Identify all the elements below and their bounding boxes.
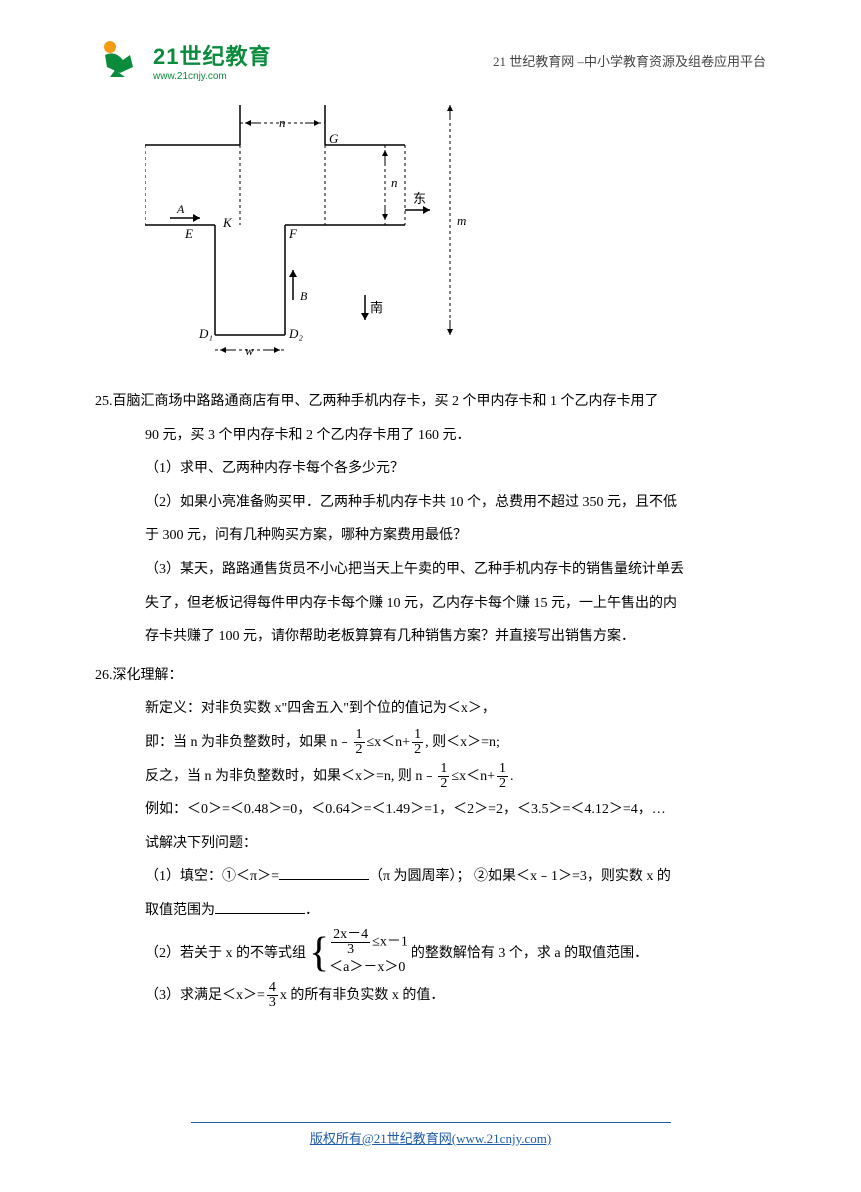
p25-intro2: 90 元，买 3 个甲内存卡和 2 个乙内存卡用了 160 元． <box>145 419 766 453</box>
label-K: K <box>222 215 233 230</box>
problem-26: 26.深化理解： 新定义：对非负实数 x"四舍五入"到个位的值记为＜x＞， 即：… <box>95 659 766 1013</box>
problem-25: 25.百脑汇商场中路路通商店有甲、乙两种手机内存卡，买 2 个甲内存卡和 1 个… <box>95 385 766 654</box>
p26-q3: （3）求满足＜x＞=43x 的所有非负实数 x 的值． <box>145 979 766 1013</box>
p25-q3a: （3）某天，路路通售货员不小心把当天上午卖的甲、乙种手机内存卡的销售量统计单丢 <box>145 553 766 587</box>
fraction-half-1: 12 <box>354 728 365 757</box>
p26-def3b: ≤x＜n+ <box>451 769 495 784</box>
brace-icon: { <box>309 932 329 974</box>
p26-q1a: （1）填空：①＜π＞= <box>145 869 279 884</box>
p26-q3a: （3）求满足＜x＞= <box>145 988 265 1003</box>
fraction-half-4: 12 <box>497 762 508 791</box>
p26-ex: 例如：＜0＞=＜0.48＞=0，＜0.64＞=＜1.49＞=1，＜2＞=2，＜3… <box>145 793 766 827</box>
p26-title: 深化理解： <box>113 668 183 683</box>
logo-icon <box>95 35 145 85</box>
p26-q1b: （π 为圆周率）； ②如果＜x﹣1＞=3，则实数 x 的 <box>369 869 671 884</box>
p26-q3b: x 的所有非负实数 x 的值． <box>280 988 445 1003</box>
p25-q1: （1）求甲、乙两种内存卡每个各多少元？ <box>145 452 766 486</box>
fraction-43: 43 <box>267 981 278 1010</box>
header-right-text: 21 世纪教育网 –中小学教育资源及组卷应用平台 <box>493 51 766 70</box>
label-A: A <box>176 202 185 216</box>
p25-q2a: （2）如果小亮准备购买甲．乙两种手机内存卡共 10 个，总费用不超过 350 元… <box>145 486 766 520</box>
label-F: F <box>288 226 298 241</box>
p26-q2: （2）若关于 x 的不等式组{2x－43≤x－1＜a＞－x＞0的整数解恰有 3 … <box>145 928 766 979</box>
p26-def2: 即：当 n 为非负整数时，如果 n﹣12≤x＜n+12, 则＜x＞=n; <box>145 726 766 760</box>
fraction-half-2: 12 <box>412 728 423 757</box>
p26-def3c: . <box>510 769 514 784</box>
sys-fraction: 2x－43 <box>331 928 370 957</box>
fraction-half-3: 12 <box>438 762 449 791</box>
label-D2: D₂ <box>288 326 303 341</box>
p25-intro: 百脑汇商场中路路通商店有甲、乙两种手机内存卡，买 2 个甲内存卡和 1 个乙内存… <box>113 394 659 409</box>
p26-def1: 新定义：对非负实数 x"四舍五入"到个位的值记为＜x＞， <box>145 692 766 726</box>
label-G: G <box>329 131 339 146</box>
logo-area: 21世纪教育 www.21cnjy.com <box>95 35 271 85</box>
p26-q2a: （2）若关于 x 的不等式组 <box>145 945 306 960</box>
label-south: 南 <box>370 300 383 315</box>
label-w: w <box>245 343 254 355</box>
p26-q1-cont: 取值范围为 ． <box>145 894 766 928</box>
p26-prompt: 试解决下列问题： <box>145 827 766 861</box>
blank-2 <box>215 900 305 914</box>
geometry-diagram: n n m w A B 东 南 C₂ G <box>145 105 766 360</box>
label-m: m <box>457 213 466 228</box>
p26-def3: 反之，当 n 为非负整数时，如果＜x＞=n, 则 n﹣12≤x＜n+12. <box>145 760 766 794</box>
p26-q1c: 取值范围为 <box>145 903 215 918</box>
p25-q3b: 失了，但老板记得每件甲内存卡每个赚 10 元，乙内存卡每个赚 15 元，一上午售… <box>145 587 766 621</box>
label-east: 东 <box>413 191 426 206</box>
label-n-top: n <box>279 115 286 130</box>
label-D1: D₁ <box>198 326 213 341</box>
p26-q1: （1）填空：①＜π＞= （π 为圆周率）； ②如果＜x﹣1＞=3，则实数 x 的 <box>145 860 766 894</box>
logo-text: 21世纪教育 www.21cnjy.com <box>153 39 271 82</box>
label-B: B <box>300 289 308 303</box>
label-n-right: n <box>391 175 398 190</box>
label-E: E <box>184 226 193 241</box>
p26-def2c: , 则＜x＞=n; <box>425 735 500 750</box>
footer-text: 版权所有@21世纪教育网(www.21cnjy.com) <box>310 1131 551 1146</box>
p25-q3c: 存卡共赚了 100 元，请你帮助老板算算有几种销售方案？并直接写出销售方案． <box>145 620 766 654</box>
p25-q2b: 于 300 元，问有几种购买方案，哪种方案费用最低？ <box>145 519 766 553</box>
page-header: 21世纪教育 www.21cnjy.com 21 世纪教育网 –中小学教育资源及… <box>95 35 766 85</box>
blank-1 <box>279 866 369 880</box>
problem-26-num: 26. <box>95 668 113 683</box>
p26-q1d: ． <box>305 903 319 918</box>
p26-def2b: ≤x＜n+ <box>367 735 411 750</box>
problem-25-num: 25. <box>95 394 113 409</box>
p26-def3a: 反之，当 n 为非负整数时，如果＜x＞=n, 则 n﹣ <box>145 769 436 784</box>
logo-main-text: 21世纪教育 <box>153 39 271 71</box>
inequality-system: {2x－43≤x－1＜a＞－x＞0 <box>309 928 408 979</box>
logo-url-text: www.21cnjy.com <box>153 71 271 82</box>
p26-q2b: 的整数解恰有 3 个，求 a 的取值范围． <box>411 945 648 960</box>
footer-divider <box>191 1122 671 1123</box>
page-footer: 版权所有@21世纪教育网(www.21cnjy.com) <box>0 1122 861 1147</box>
p26-def2a: 即：当 n 为非负整数时，如果 n﹣ <box>145 735 352 750</box>
